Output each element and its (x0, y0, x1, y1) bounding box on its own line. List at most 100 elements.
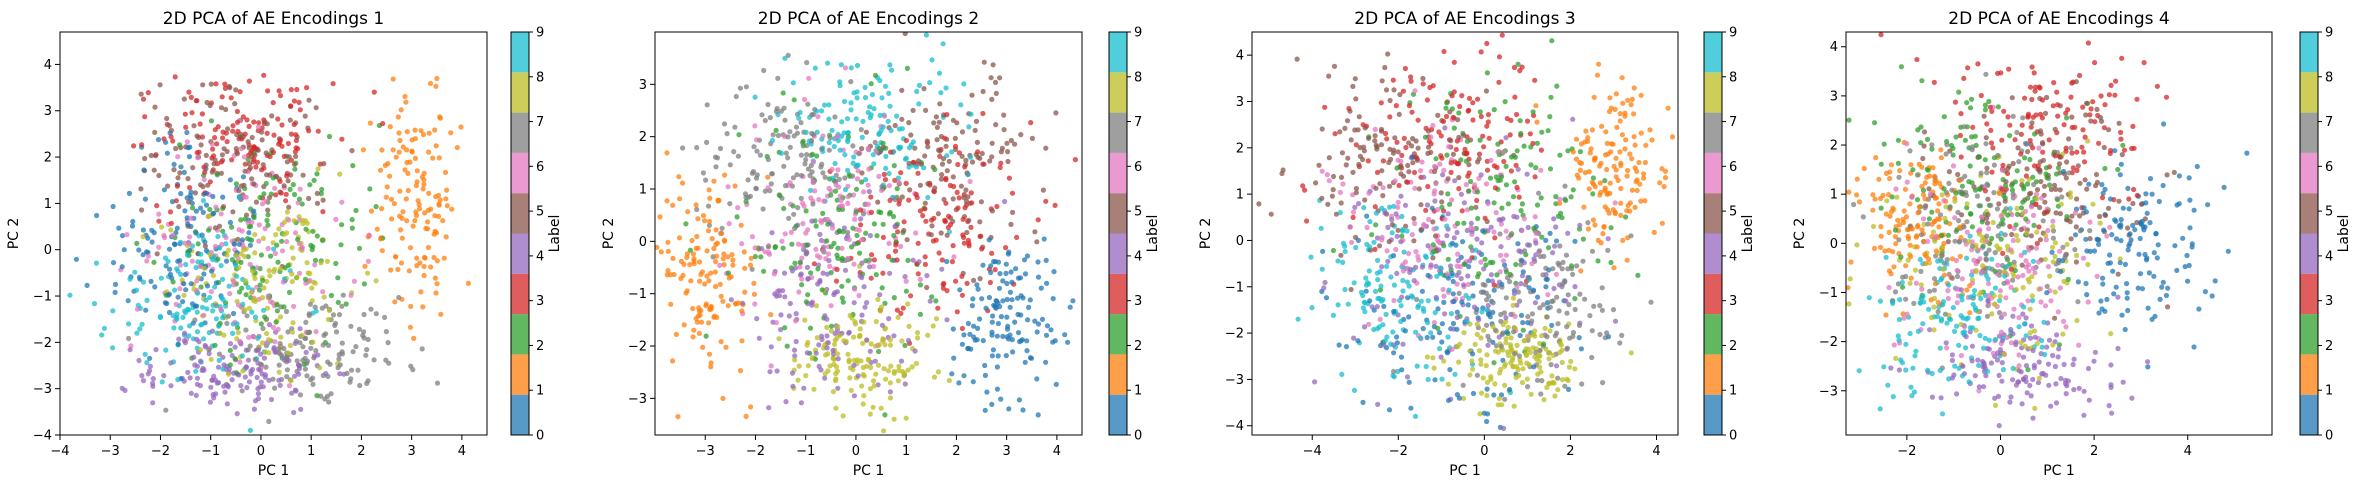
data-point-label-5 (1376, 243, 1383, 249)
data-point-label-3 (142, 114, 148, 120)
data-point-label-7 (762, 188, 768, 194)
data-point-label-1 (388, 267, 394, 273)
data-point-label-2 (1554, 83, 1560, 89)
data-point-label-1 (1586, 186, 1592, 192)
data-point-label-7 (1498, 343, 1504, 349)
data-point-label-1 (432, 213, 438, 219)
data-point-label-4 (1447, 263, 1454, 269)
data-point-label-9 (110, 345, 116, 351)
data-point-label-8 (860, 372, 866, 378)
data-point-label-5 (164, 115, 170, 122)
data-point-label-4 (291, 409, 297, 416)
data-point-label-6 (1350, 209, 1357, 215)
data-point-label-3 (949, 259, 956, 265)
data-point-label-8 (1474, 321, 1480, 327)
data-point-label-0 (970, 379, 976, 385)
data-point-label-9 (778, 150, 785, 156)
data-point-label-7 (1483, 290, 1489, 296)
data-point-label-9 (1445, 334, 1451, 340)
data-point-label-8 (277, 266, 283, 272)
data-point-label-9 (2000, 367, 2006, 373)
data-point-label-7 (260, 325, 266, 332)
data-point-label-1 (1618, 200, 1624, 206)
data-point-label-8 (2026, 279, 2032, 285)
data-point-label-4 (266, 322, 273, 328)
data-point-label-5 (1319, 195, 1325, 201)
data-point-label-8 (261, 285, 267, 291)
data-point-label-8 (1492, 348, 1499, 354)
data-point-label-4 (902, 274, 908, 280)
data-point-label-5 (934, 137, 940, 143)
data-point-label-3 (940, 281, 946, 288)
data-point-label-1 (1613, 91, 1619, 97)
data-point-label-4 (774, 368, 780, 374)
data-point-label-5 (148, 152, 154, 159)
data-point-label-3 (1978, 92, 1984, 99)
data-point-label-6 (840, 203, 846, 209)
data-point-label-4 (1352, 204, 1358, 210)
data-point-label-3 (1346, 105, 1352, 112)
data-point-label-2 (863, 230, 869, 236)
data-point-label-7 (1484, 297, 1490, 303)
data-point-label-3 (1406, 103, 1412, 109)
data-point-label-9 (1890, 394, 1896, 400)
data-point-label-9 (1963, 345, 1969, 351)
x-tick-label: −2 (1389, 444, 1408, 459)
data-point-label-5 (1378, 126, 1385, 133)
data-point-label-4 (1553, 224, 1559, 230)
data-point-label-0 (996, 285, 1003, 291)
data-point-label-1 (712, 269, 718, 275)
data-point-label-0 (246, 230, 252, 236)
data-point-label-4 (1361, 324, 1368, 330)
data-point-label-7 (306, 312, 312, 319)
data-point-label-5 (209, 169, 215, 175)
data-point-label-7 (1490, 300, 1496, 306)
y-tick-label: −1 (628, 287, 647, 302)
data-point-label-1 (765, 174, 771, 180)
data-point-label-5 (1342, 125, 1348, 131)
data-point-label-7 (1512, 351, 1518, 357)
colorbar-segment-2 (1704, 314, 1722, 355)
data-point-label-4 (1407, 266, 1413, 272)
data-point-label-2 (263, 180, 269, 187)
data-point-label-5 (1374, 144, 1380, 150)
data-point-label-6 (188, 215, 194, 221)
data-point-label-1 (437, 197, 443, 203)
data-point-label-5 (1034, 239, 1040, 245)
data-point-label-8 (197, 347, 204, 353)
data-point-label-4 (1442, 125, 1448, 131)
data-point-label-5 (1461, 132, 1467, 138)
x-tick-label: −4 (1303, 444, 1322, 459)
colorbar-segment-4 (1109, 233, 1127, 274)
data-point-label-0 (1022, 359, 1028, 365)
data-point-label-7 (1943, 189, 1949, 195)
colorbar-tick-label: 4 (1729, 249, 1737, 264)
colorbar-tick-label: 9 (1729, 26, 1737, 41)
data-point-label-6 (805, 227, 811, 233)
data-point-label-6 (177, 262, 183, 268)
data-point-label-4 (251, 406, 257, 412)
data-point-label-4 (912, 348, 918, 354)
data-point-label-6 (866, 166, 872, 172)
data-point-label-3 (293, 137, 299, 144)
data-point-label-5 (2165, 304, 2171, 310)
data-point-label-9 (1977, 332, 1983, 339)
data-point-label-0 (998, 396, 1004, 402)
data-point-label-4 (778, 312, 784, 318)
data-point-label-4 (2036, 359, 2042, 365)
data-point-label-4 (867, 233, 874, 239)
data-point-label-2 (302, 276, 309, 282)
data-point-label-6 (845, 255, 851, 262)
data-point-label-0 (1003, 270, 1009, 276)
data-point-label-0 (975, 325, 981, 331)
colorbar-segment-2 (1109, 314, 1127, 355)
data-point-label-1 (425, 219, 431, 225)
data-point-label-1 (403, 147, 410, 153)
data-point-label-1 (427, 80, 434, 87)
data-point-label-7 (1537, 347, 1543, 353)
data-point-label-3 (1332, 131, 1338, 137)
data-point-label-5 (1473, 204, 1479, 210)
colorbar-segment-7 (1704, 112, 1722, 153)
data-point-label-2 (245, 236, 251, 242)
